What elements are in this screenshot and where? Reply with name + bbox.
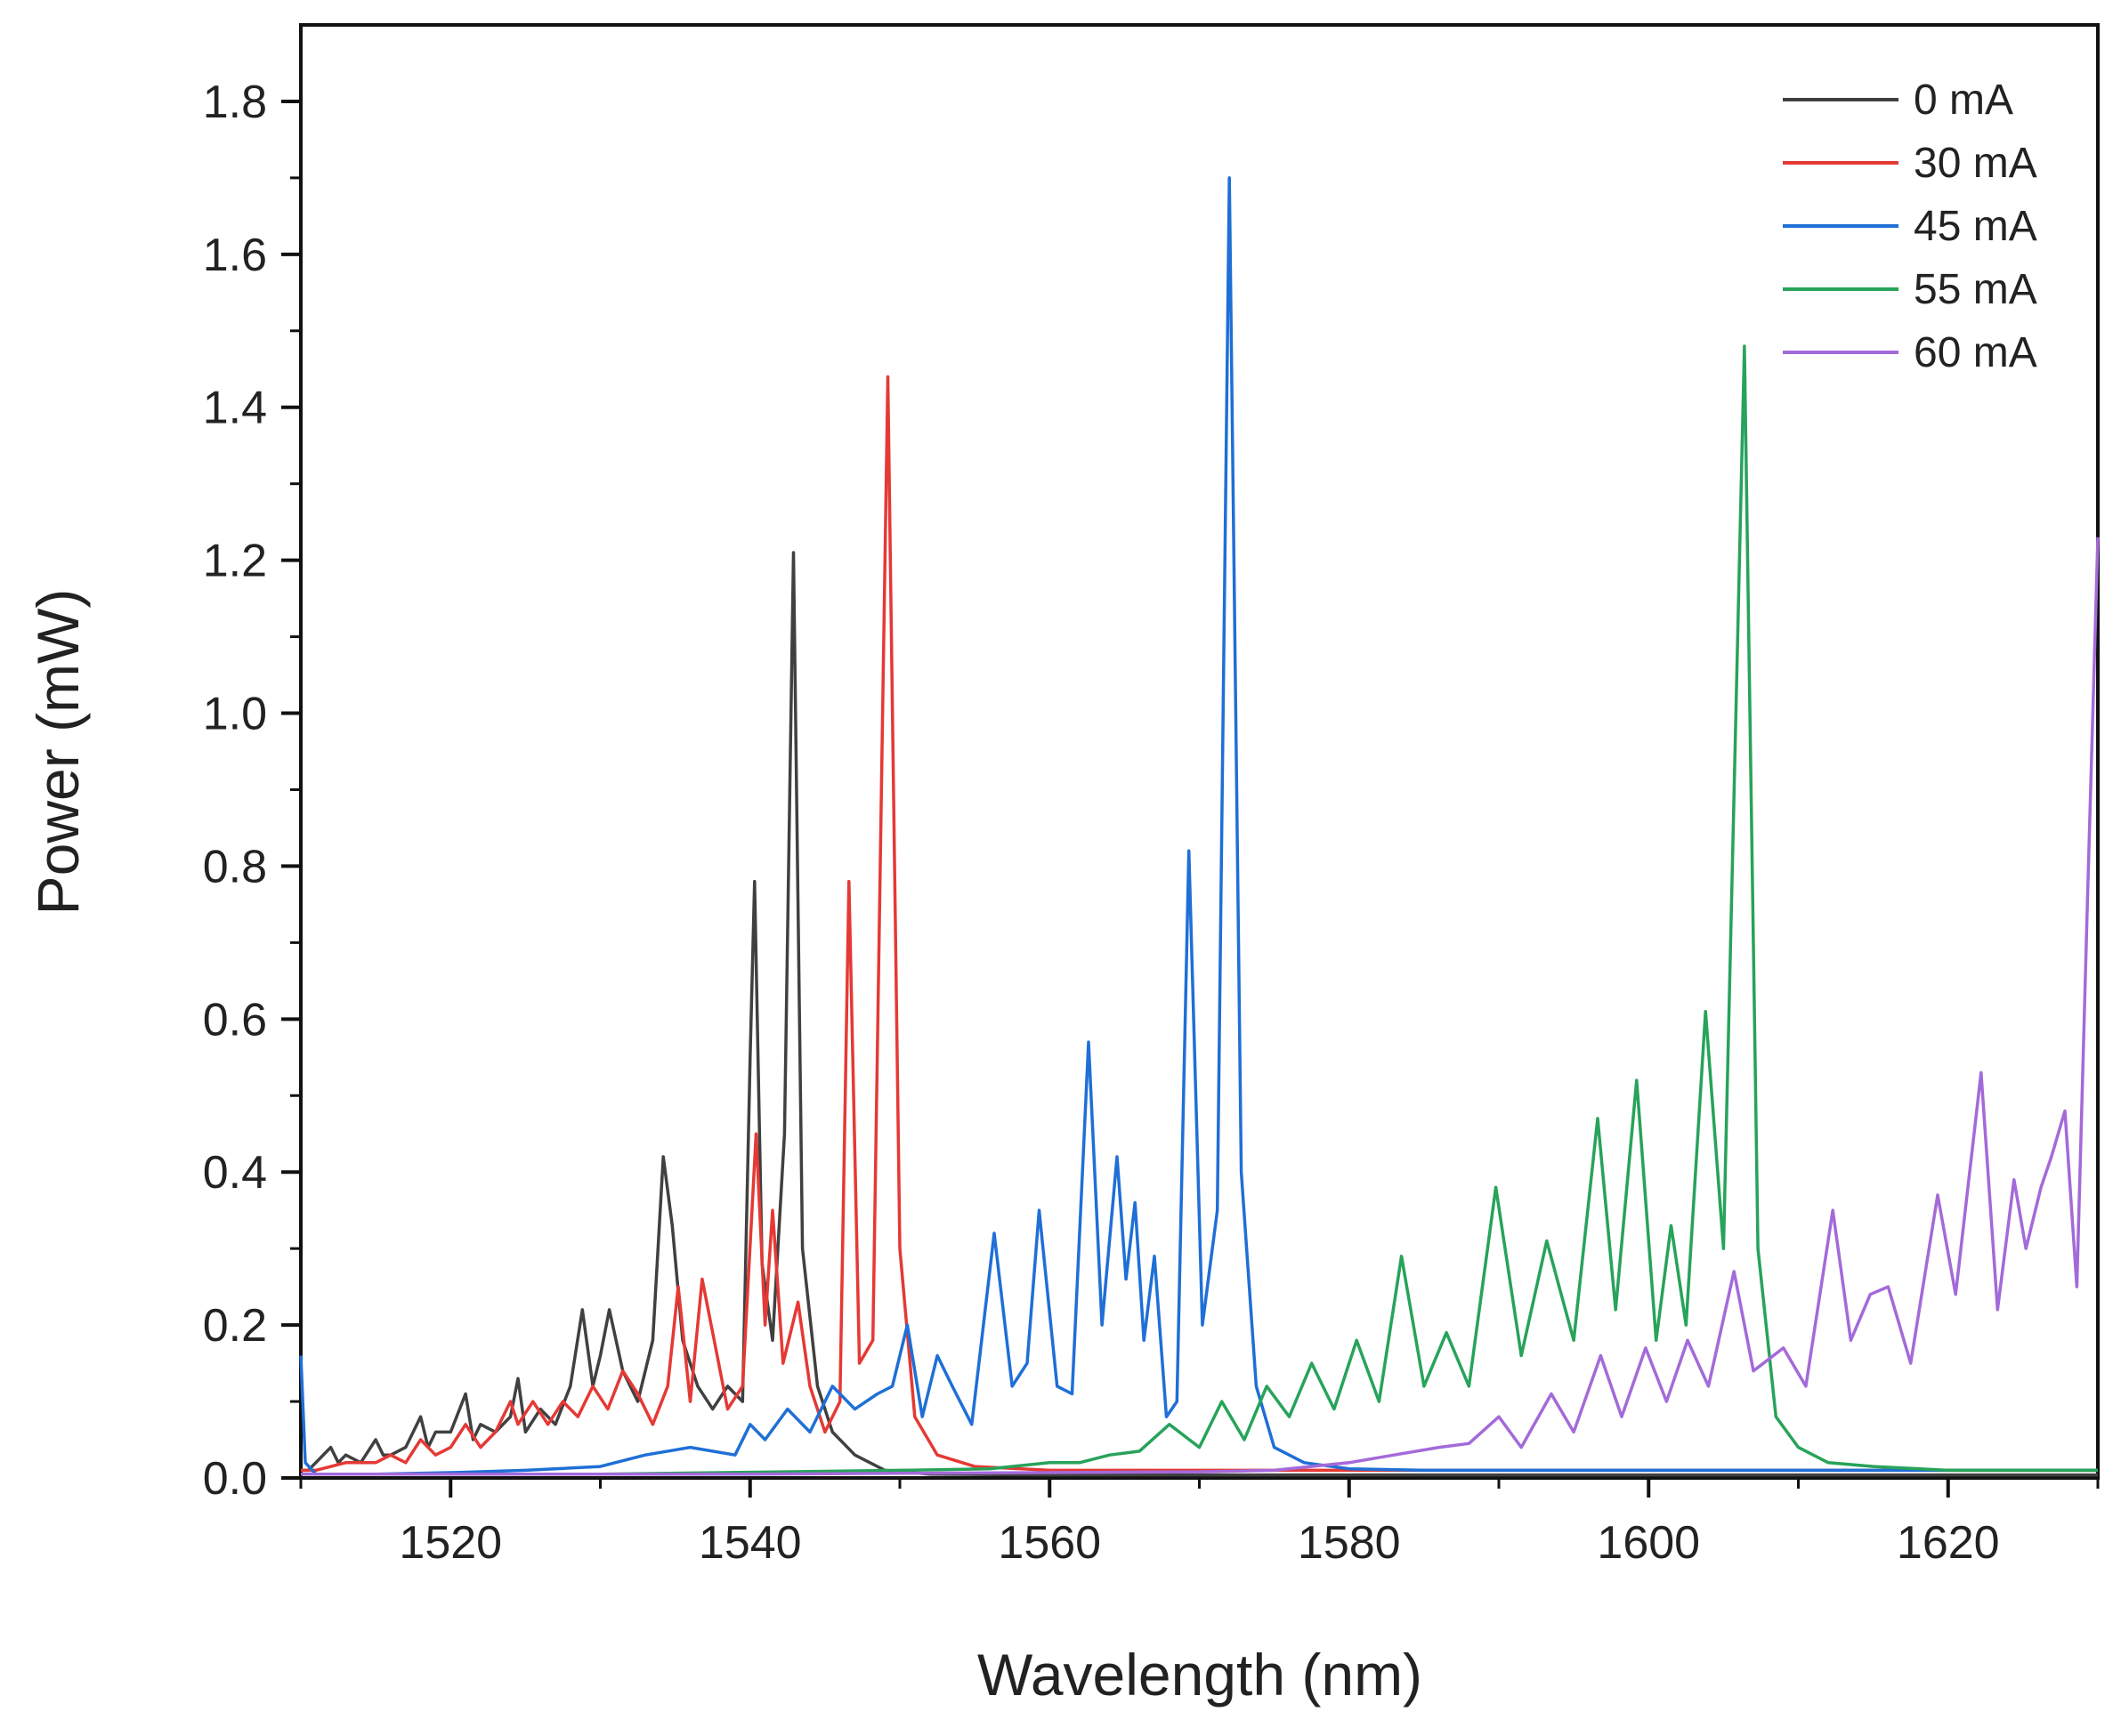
- y-tick-label: 0.4: [203, 1147, 267, 1199]
- legend-label: 45 mA: [1914, 203, 2037, 250]
- series-line-1: [301, 375, 2098, 1473]
- x-tick-label: 1520: [399, 1517, 502, 1569]
- x-axis-ticks: 1520 1540 1560 1580 1600 1620: [299, 1478, 2100, 1569]
- legend-label: 30 mA: [1914, 140, 2037, 187]
- x-tick-label: 1620: [1897, 1517, 2000, 1569]
- y-axis-ticks: 0.0 0.2 0.4 0.6 0.8 1.0 1.2 1.4 1.6 1.8: [203, 77, 301, 1505]
- series-line-2: [299, 176, 2098, 1476]
- legend-label: 55 mA: [1914, 266, 2037, 313]
- y-tick-label: 0.2: [203, 1300, 267, 1352]
- x-tick-label: 1600: [1597, 1517, 1700, 1569]
- y-tick-label: 1.6: [203, 230, 267, 281]
- x-tick-label: 1540: [699, 1517, 802, 1569]
- y-tick-label: 0.0: [203, 1453, 267, 1505]
- y-tick-label: 1.2: [203, 536, 267, 587]
- x-tick-label: 1560: [998, 1517, 1101, 1569]
- y-tick-label: 1.0: [203, 689, 267, 740]
- series-layer: [299, 176, 2100, 1477]
- y-tick-label: 0.6: [203, 994, 267, 1046]
- y-tick-label: 1.4: [203, 383, 267, 434]
- y-tick-label: 1.8: [203, 77, 267, 128]
- y-tick-label: 0.8: [203, 841, 267, 892]
- legend-label: 60 mA: [1914, 329, 2037, 376]
- legend-label: 0 mA: [1914, 77, 2013, 124]
- series-line-4: [301, 537, 2100, 1476]
- x-tick-label: 1580: [1298, 1517, 1401, 1569]
- legend: 0 mA 30 mA 45 mA 55 mA 60 mA: [1783, 77, 2037, 376]
- series-line-3: [301, 344, 2098, 1476]
- x-axis-title: Wavelength (nm): [977, 1642, 1422, 1708]
- y-axis-title: Power (mW): [25, 589, 91, 916]
